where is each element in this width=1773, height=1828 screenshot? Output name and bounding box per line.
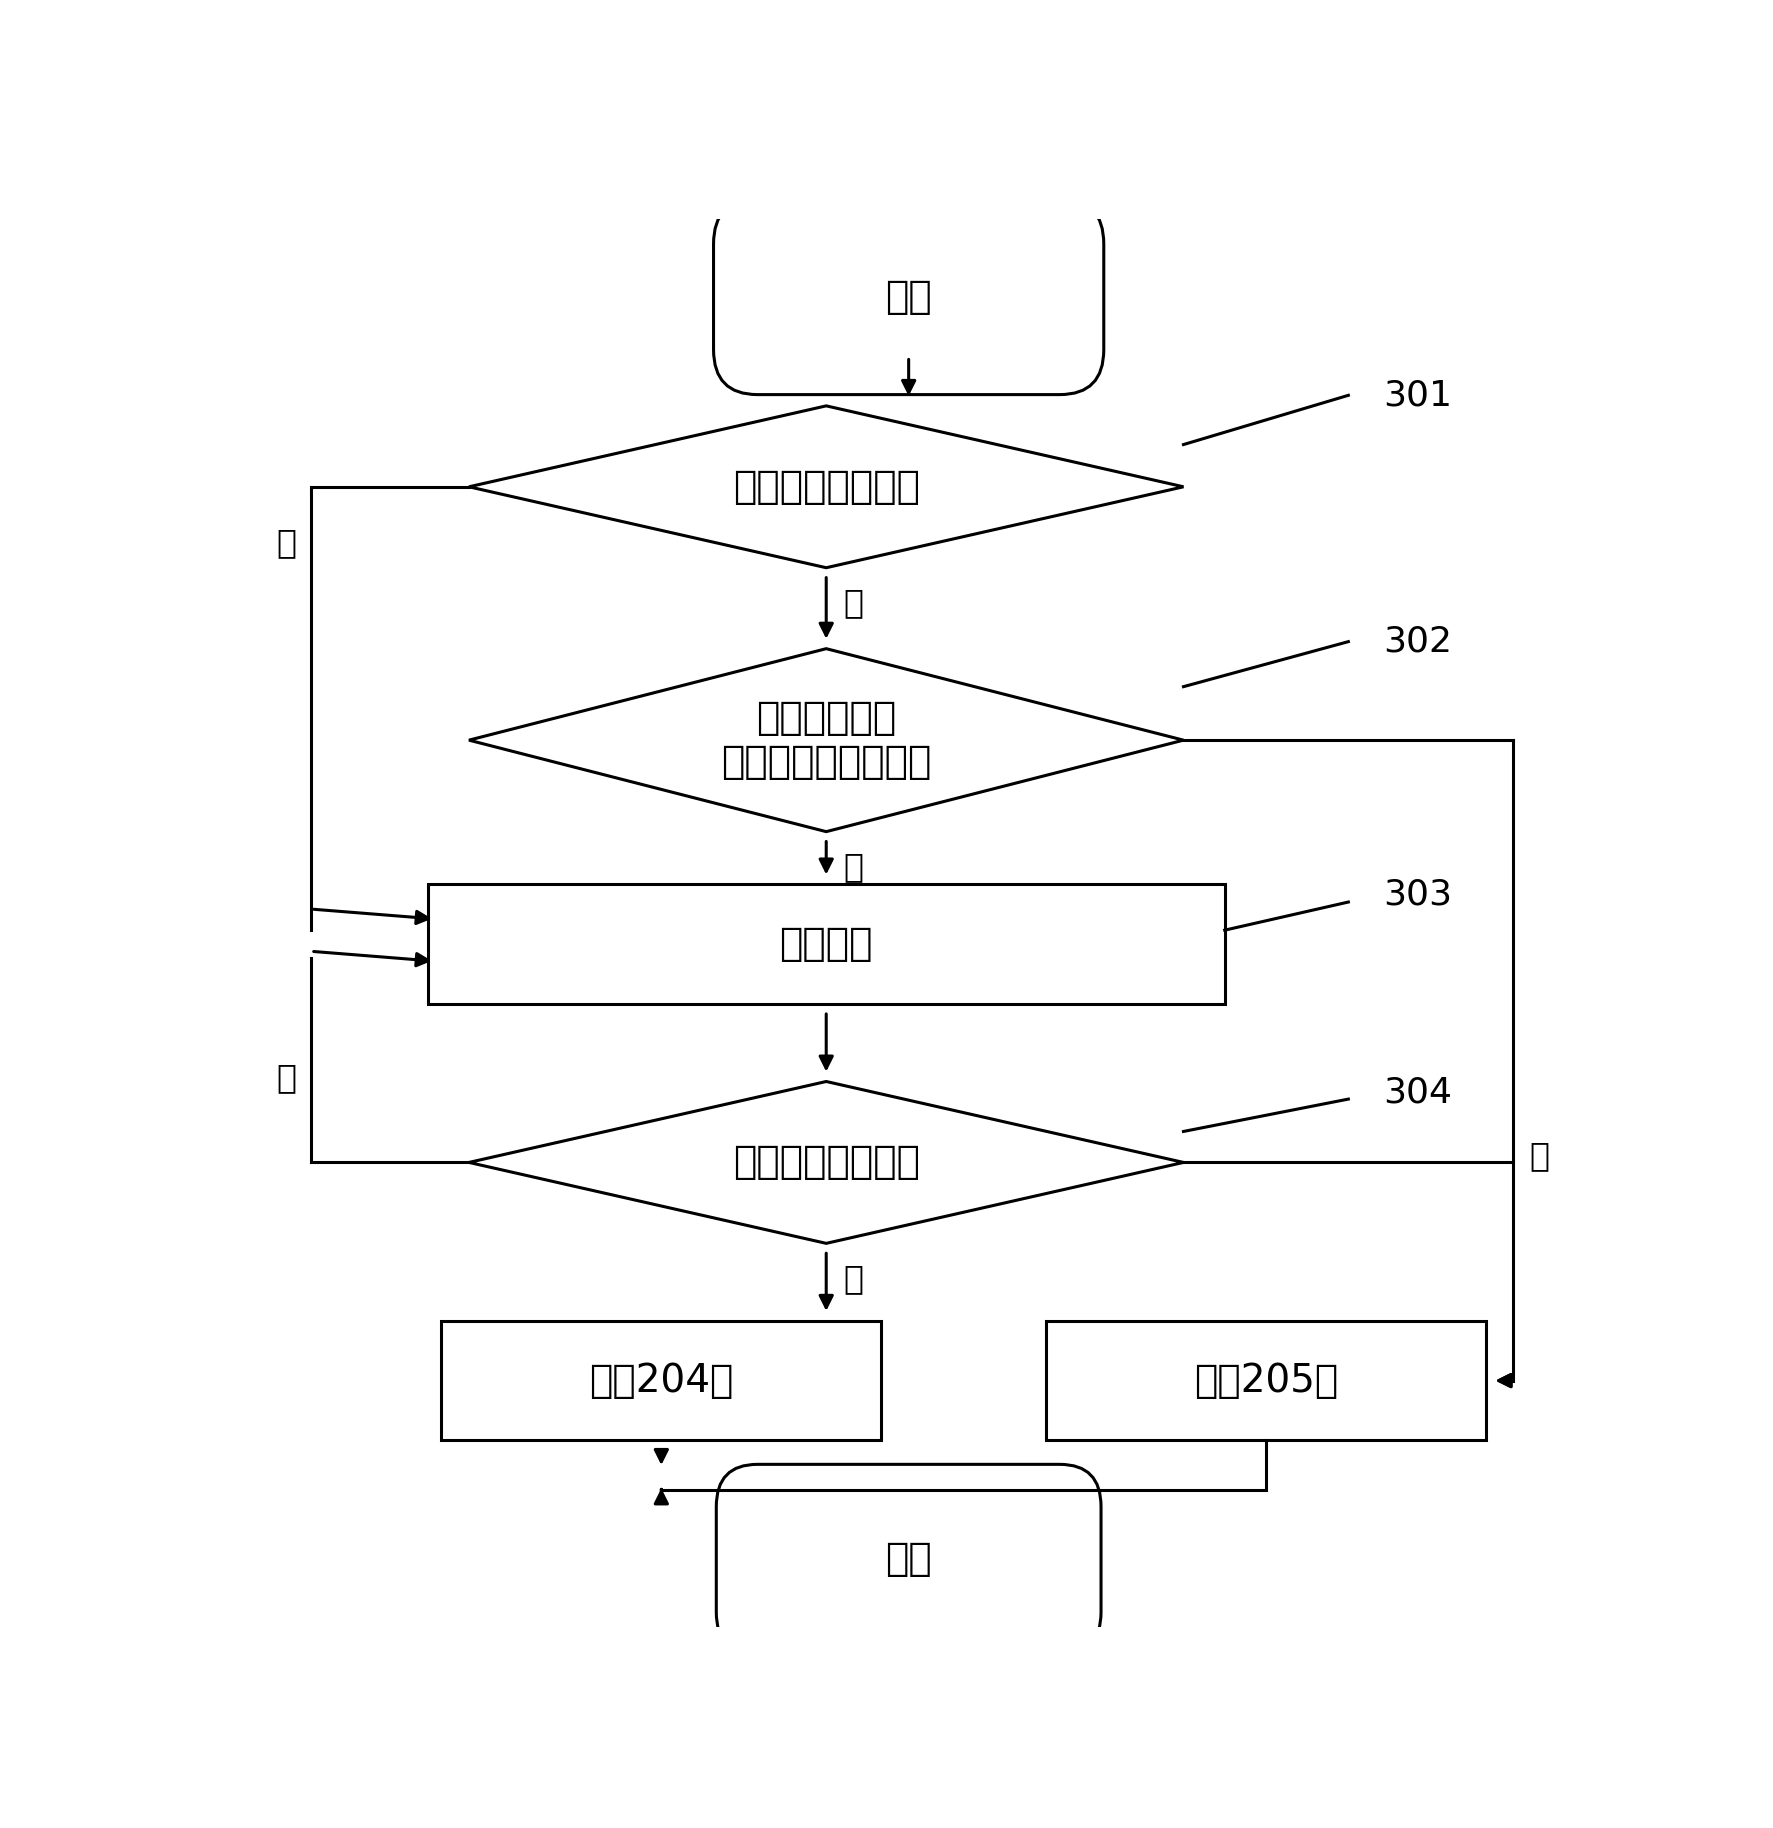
Text: 是否中止执行
测试第一个测试单元: 是否中止执行 测试第一个测试单元	[722, 698, 931, 781]
Bar	[427, 885, 1225, 1004]
Text: 开始: 开始	[885, 278, 933, 316]
Text: 是: 是	[844, 850, 863, 883]
Bar	[1046, 1322, 1486, 1440]
Text: 否: 否	[277, 1062, 296, 1095]
Text: 是: 是	[844, 1261, 863, 1294]
Text: 是否进行针迹检查: 是否进行针迹检查	[732, 1144, 920, 1181]
Text: 中止测试: 中止测试	[780, 925, 872, 963]
Text: 303: 303	[1383, 877, 1452, 912]
Text: 304: 304	[1383, 1075, 1452, 1110]
Text: 否: 否	[844, 587, 863, 620]
Bar	[441, 1322, 881, 1440]
Text: 302: 302	[1383, 625, 1452, 658]
Text: 是: 是	[277, 526, 296, 559]
Text: 是否进行定位调节: 是否进行定位调节	[732, 468, 920, 506]
Text: 步骨205）: 步骨205）	[1193, 1362, 1339, 1400]
Text: 否: 否	[1530, 1139, 1550, 1172]
Text: 步骨204）: 步骨204）	[589, 1362, 734, 1400]
Text: 结束: 结束	[885, 1541, 933, 1578]
Text: 301: 301	[1383, 378, 1452, 413]
